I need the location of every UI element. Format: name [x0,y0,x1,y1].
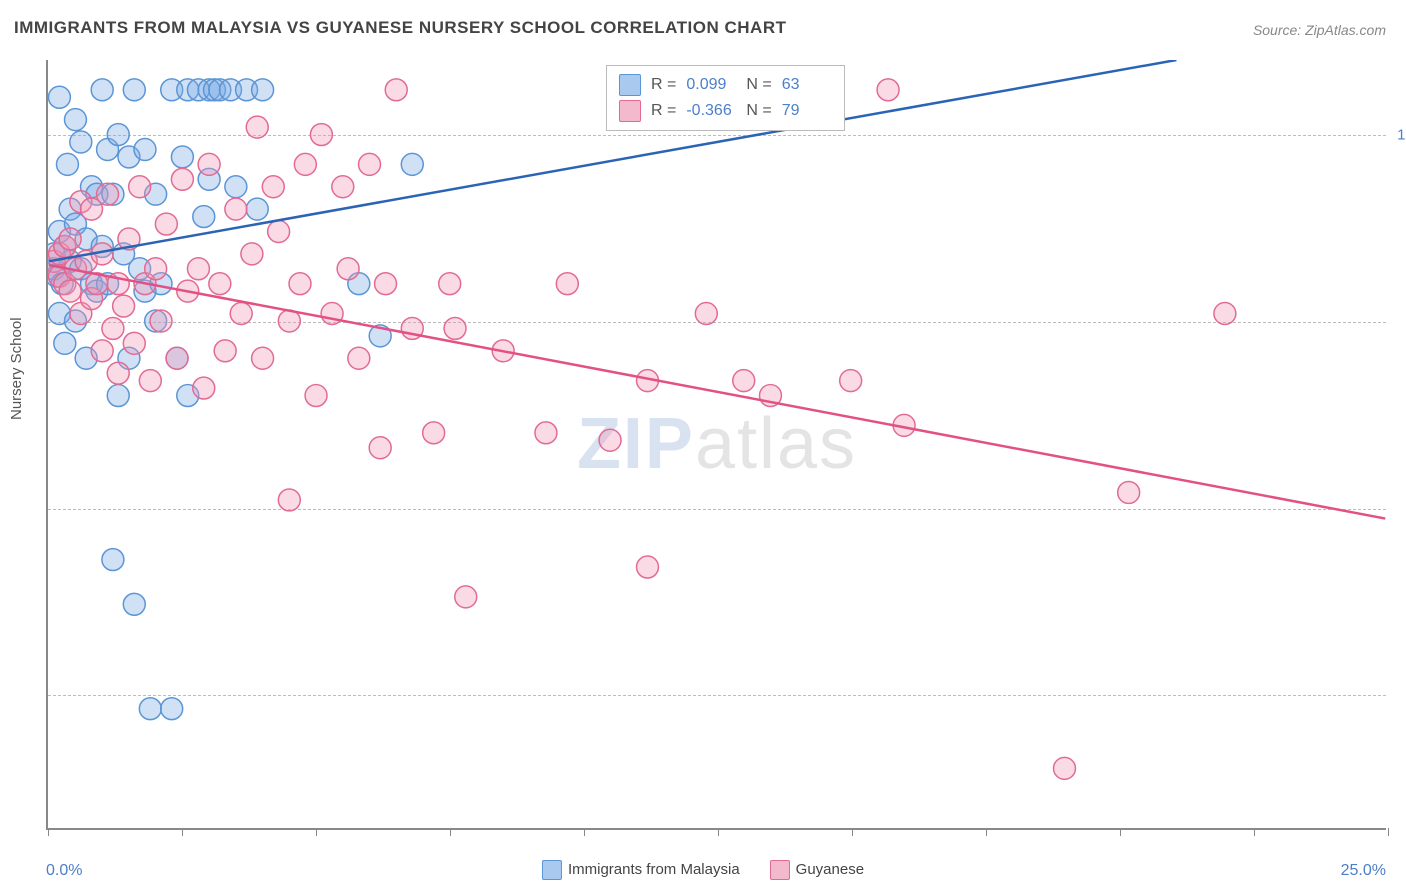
y-tick-label: 92.5% [1393,687,1406,704]
legend-swatch [619,74,641,96]
correlation-legend-box: R = 0.099 N = 63 R = -0.366 N = 79 [606,65,845,131]
y-tick-label: 100.0% [1393,126,1406,143]
x-tick [1254,828,1255,836]
y-axis-label: Nursery School [8,317,25,420]
source-attribution: Source: ZipAtlas.com [1253,22,1386,38]
x-tick [316,828,317,836]
legend-r-label: R = [651,76,676,94]
y-tick-label: 97.5% [1393,313,1406,330]
legend-row: R = -0.366 N = 79 [619,98,832,124]
legend-label: Immigrants from Malaysia [568,861,740,878]
chart-title: IMMIGRANTS FROM MALAYSIA VS GUYANESE NUR… [14,18,786,38]
legend-swatch [770,860,790,880]
legend-r-label: R = [651,102,676,120]
x-tick [1388,828,1389,836]
x-tick [852,828,853,836]
legend-item: Guyanese [770,860,864,880]
plot-area: ZIPatlas R =0.099N =63R =-0.366N =79 92.… [46,60,1386,830]
legend-label: Guyanese [796,861,864,878]
x-tick [1120,828,1121,836]
legend-r-value: 0.099 [686,76,736,94]
legend-bottom: Immigrants from Malaysia Guyanese [542,860,864,880]
y-tick-label: 95.0% [1393,500,1406,517]
x-tick [718,828,719,836]
legend-swatch [619,100,641,122]
x-tick [182,828,183,836]
x-axis-max-label: 25.0% [1341,862,1386,880]
x-axis-min-label: 0.0% [46,862,82,880]
legend-swatch [542,860,562,880]
legend-n-label: N = [746,76,771,94]
x-tick [584,828,585,836]
legend-item: Immigrants from Malaysia [542,860,740,880]
legend-row: R = 0.099 N = 63 [619,72,832,98]
legend-r-value: -0.366 [686,102,736,120]
x-tick [450,828,451,836]
x-tick [986,828,987,836]
legend-n-value: 79 [782,102,832,120]
x-tick [48,828,49,836]
legend-n-value: 63 [782,76,832,94]
scatter-chart-svg [48,60,1386,828]
legend-n-label: N = [746,102,771,120]
